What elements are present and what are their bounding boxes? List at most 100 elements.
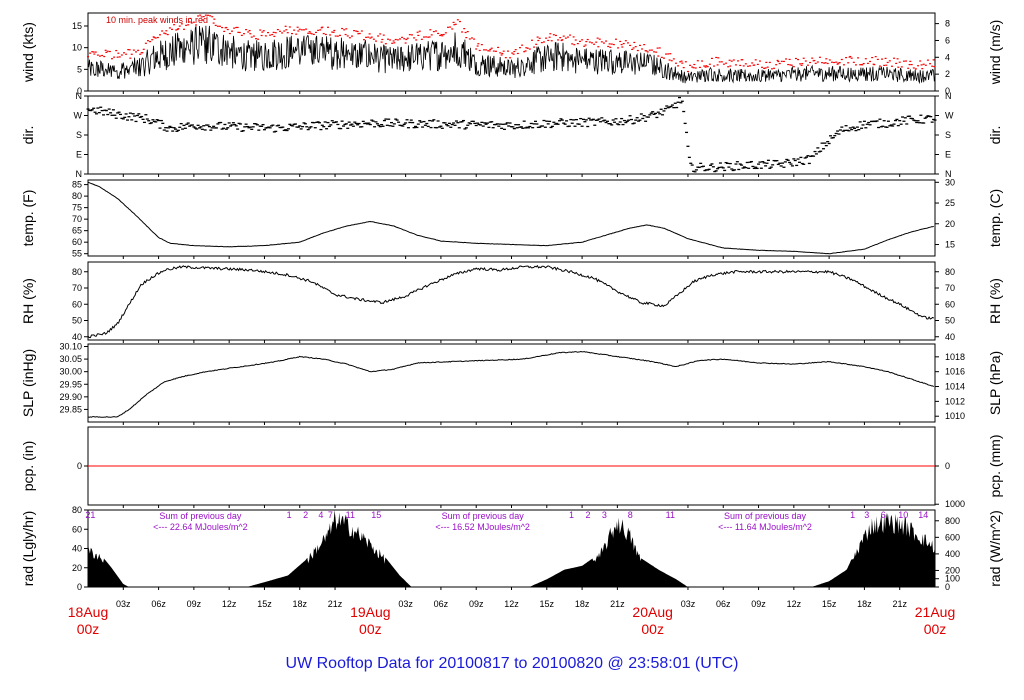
y-tick-label: N — [76, 169, 83, 179]
day-label-time: 00z — [359, 621, 382, 637]
y2-tick-label: 80 — [945, 267, 955, 277]
x-tick-label: 06z — [716, 599, 731, 609]
y2-tick-label: 0 — [945, 461, 950, 471]
daily-sum-value: <--- 11.64 MJoules/m^2 — [718, 522, 812, 532]
rad-hour-label: 10 — [898, 510, 908, 520]
y-tick-label: 60 — [72, 299, 82, 309]
y-tick-label: 80 — [72, 505, 82, 515]
x-tick-label: 18z — [857, 599, 872, 609]
daily-sum-value: <--- 22.64 MJoules/m^2 — [153, 522, 248, 532]
y-tick-label: E — [76, 150, 82, 160]
y2-tick-label: 1010 — [945, 411, 965, 421]
y-axis-label-wind: wind (kts) — [20, 22, 36, 83]
rad-hour-label: 2 — [585, 510, 590, 520]
y2-tick-label: W — [945, 111, 954, 121]
y2-tick-label: N — [945, 169, 952, 179]
y-tick-label: 65 — [72, 226, 82, 236]
y-tick-label: 15 — [72, 21, 82, 31]
peak-wind-note: 10 min. peak winds in red — [106, 15, 208, 25]
rad-hour-label: 1 — [569, 510, 574, 520]
x-tick-label: 15z — [257, 599, 272, 609]
day-label-time: 00z — [924, 621, 947, 637]
y-axis-label-pcp: pcp. (in) — [20, 441, 36, 492]
x-tick-label: 15z — [822, 599, 837, 609]
y-tick-label: 30.05 — [59, 354, 82, 364]
y2-tick-label: 400 — [945, 549, 960, 559]
y-axis-label-temp: temp. (F) — [20, 190, 36, 247]
rad-hour-label: 8 — [628, 510, 633, 520]
y2-axis-label-rh: RH (%) — [987, 278, 1003, 324]
x-axis: 03z 06z 09z 12z 15z 18z 21z 03z 06z 09z 12z 15z 18z 2… — [68, 599, 955, 637]
day-label-time: 00z — [77, 621, 100, 637]
panel-slp: 29.85 29.90 29.95 30.00 30.05 30.10 1010 1012 10… — [20, 342, 1003, 425]
rad-hour-label: 3 — [864, 510, 869, 520]
y2-axis-label-pcp: pcp. (mm) — [987, 435, 1003, 498]
panel-frame — [87, 261, 936, 341]
y2-axis-label-temp: temp. (C) — [987, 189, 1003, 247]
panel-frame — [87, 95, 936, 175]
rh-line — [87, 264, 934, 339]
y2-tick-label: N — [945, 91, 952, 101]
y2-tick-label: E — [945, 150, 951, 160]
y-tick-label: 60 — [72, 524, 82, 534]
x-tick-label: 21z — [328, 599, 343, 609]
x-tick-label: 03z — [681, 599, 696, 609]
y-tick-label: N — [76, 91, 83, 101]
y2-tick-label: 1012 — [945, 396, 965, 406]
daily-sum-value: <--- 16.52 MJoules/m^2 — [435, 522, 530, 532]
y-tick-label: 80 — [72, 191, 82, 201]
rad-hour-label: 1 — [850, 510, 855, 520]
y-tick-label: 5 — [77, 64, 82, 74]
y2-tick-label: 4 — [945, 52, 950, 62]
y-tick-label: W — [74, 111, 83, 121]
daily-sum-title: Sum of previous day — [442, 511, 525, 521]
rad-hour-label: 15 — [371, 510, 381, 520]
y-tick-label: 70 — [72, 283, 82, 293]
day-label-date: 21Aug — [915, 604, 955, 620]
x-tick-label: 12z — [787, 599, 802, 609]
x-tick-label: 18z — [575, 599, 590, 609]
x-tick-label: 03z — [398, 599, 413, 609]
y-axis-label-slp: SLP (inHg) — [20, 349, 36, 417]
x-tick-label: 09z — [469, 599, 484, 609]
y2-tick-label: 1014 — [945, 382, 965, 392]
rad-hour-label: 4 — [318, 510, 323, 520]
y2-tick-label: 30 — [945, 177, 955, 187]
y2-tick-label: 600 — [945, 532, 960, 542]
y2-tick-label: 1018 — [945, 352, 965, 362]
y2-axis-label-slp: SLP (hPa) — [987, 351, 1003, 415]
y2-tick-label: 100 — [945, 574, 960, 584]
y-tick-label: 29.95 — [59, 379, 82, 389]
rad-hour-label: 7 — [328, 510, 333, 520]
y-tick-label: 55 — [72, 249, 82, 259]
y2-tick-label: 800 — [945, 516, 960, 526]
day-label-date: 18Aug — [68, 604, 108, 620]
y-tick-label: 10 — [72, 43, 82, 53]
y-tick-label: 0 — [77, 461, 82, 471]
y2-tick-label: 25 — [945, 198, 955, 208]
y-tick-label: 75 — [72, 203, 82, 213]
y-tick-label: 85 — [72, 180, 82, 190]
wind-speed-line — [87, 25, 935, 85]
chart-title: UW Rooftop Data for 20100817 to 20100820… — [286, 655, 739, 672]
y2-tick-label: 0 — [945, 582, 950, 592]
y2-tick-label: 70 — [945, 283, 955, 293]
y-tick-label: 29.90 — [59, 392, 82, 402]
y-tick-label: 29.85 — [59, 404, 82, 414]
y2-axis-label-wind: wind (m/s) — [987, 20, 1003, 86]
y2-tick-label: 50 — [945, 316, 955, 326]
y2-tick-label: 8 — [945, 19, 950, 29]
panel-frame — [87, 12, 936, 92]
y-tick-label: 50 — [72, 316, 82, 326]
panel-frame — [87, 343, 936, 423]
y2-axis-label-rad: rad (W/m^2) — [987, 510, 1003, 587]
y-tick-label: 0 — [77, 86, 82, 96]
y2-tick-label: 1000 — [945, 499, 965, 509]
y-tick-label: 20 — [72, 563, 82, 573]
y-tick-label: 80 — [72, 267, 82, 277]
x-tick-label: 21z — [892, 599, 907, 609]
